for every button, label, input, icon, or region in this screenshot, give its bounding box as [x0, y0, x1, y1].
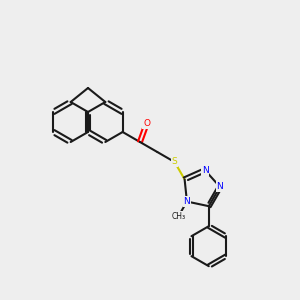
- Text: O: O: [143, 119, 150, 128]
- Text: N: N: [202, 166, 208, 175]
- Text: CH₃: CH₃: [171, 212, 185, 221]
- Text: N: N: [217, 182, 223, 191]
- Text: S: S: [172, 158, 178, 166]
- Text: N: N: [184, 197, 190, 206]
